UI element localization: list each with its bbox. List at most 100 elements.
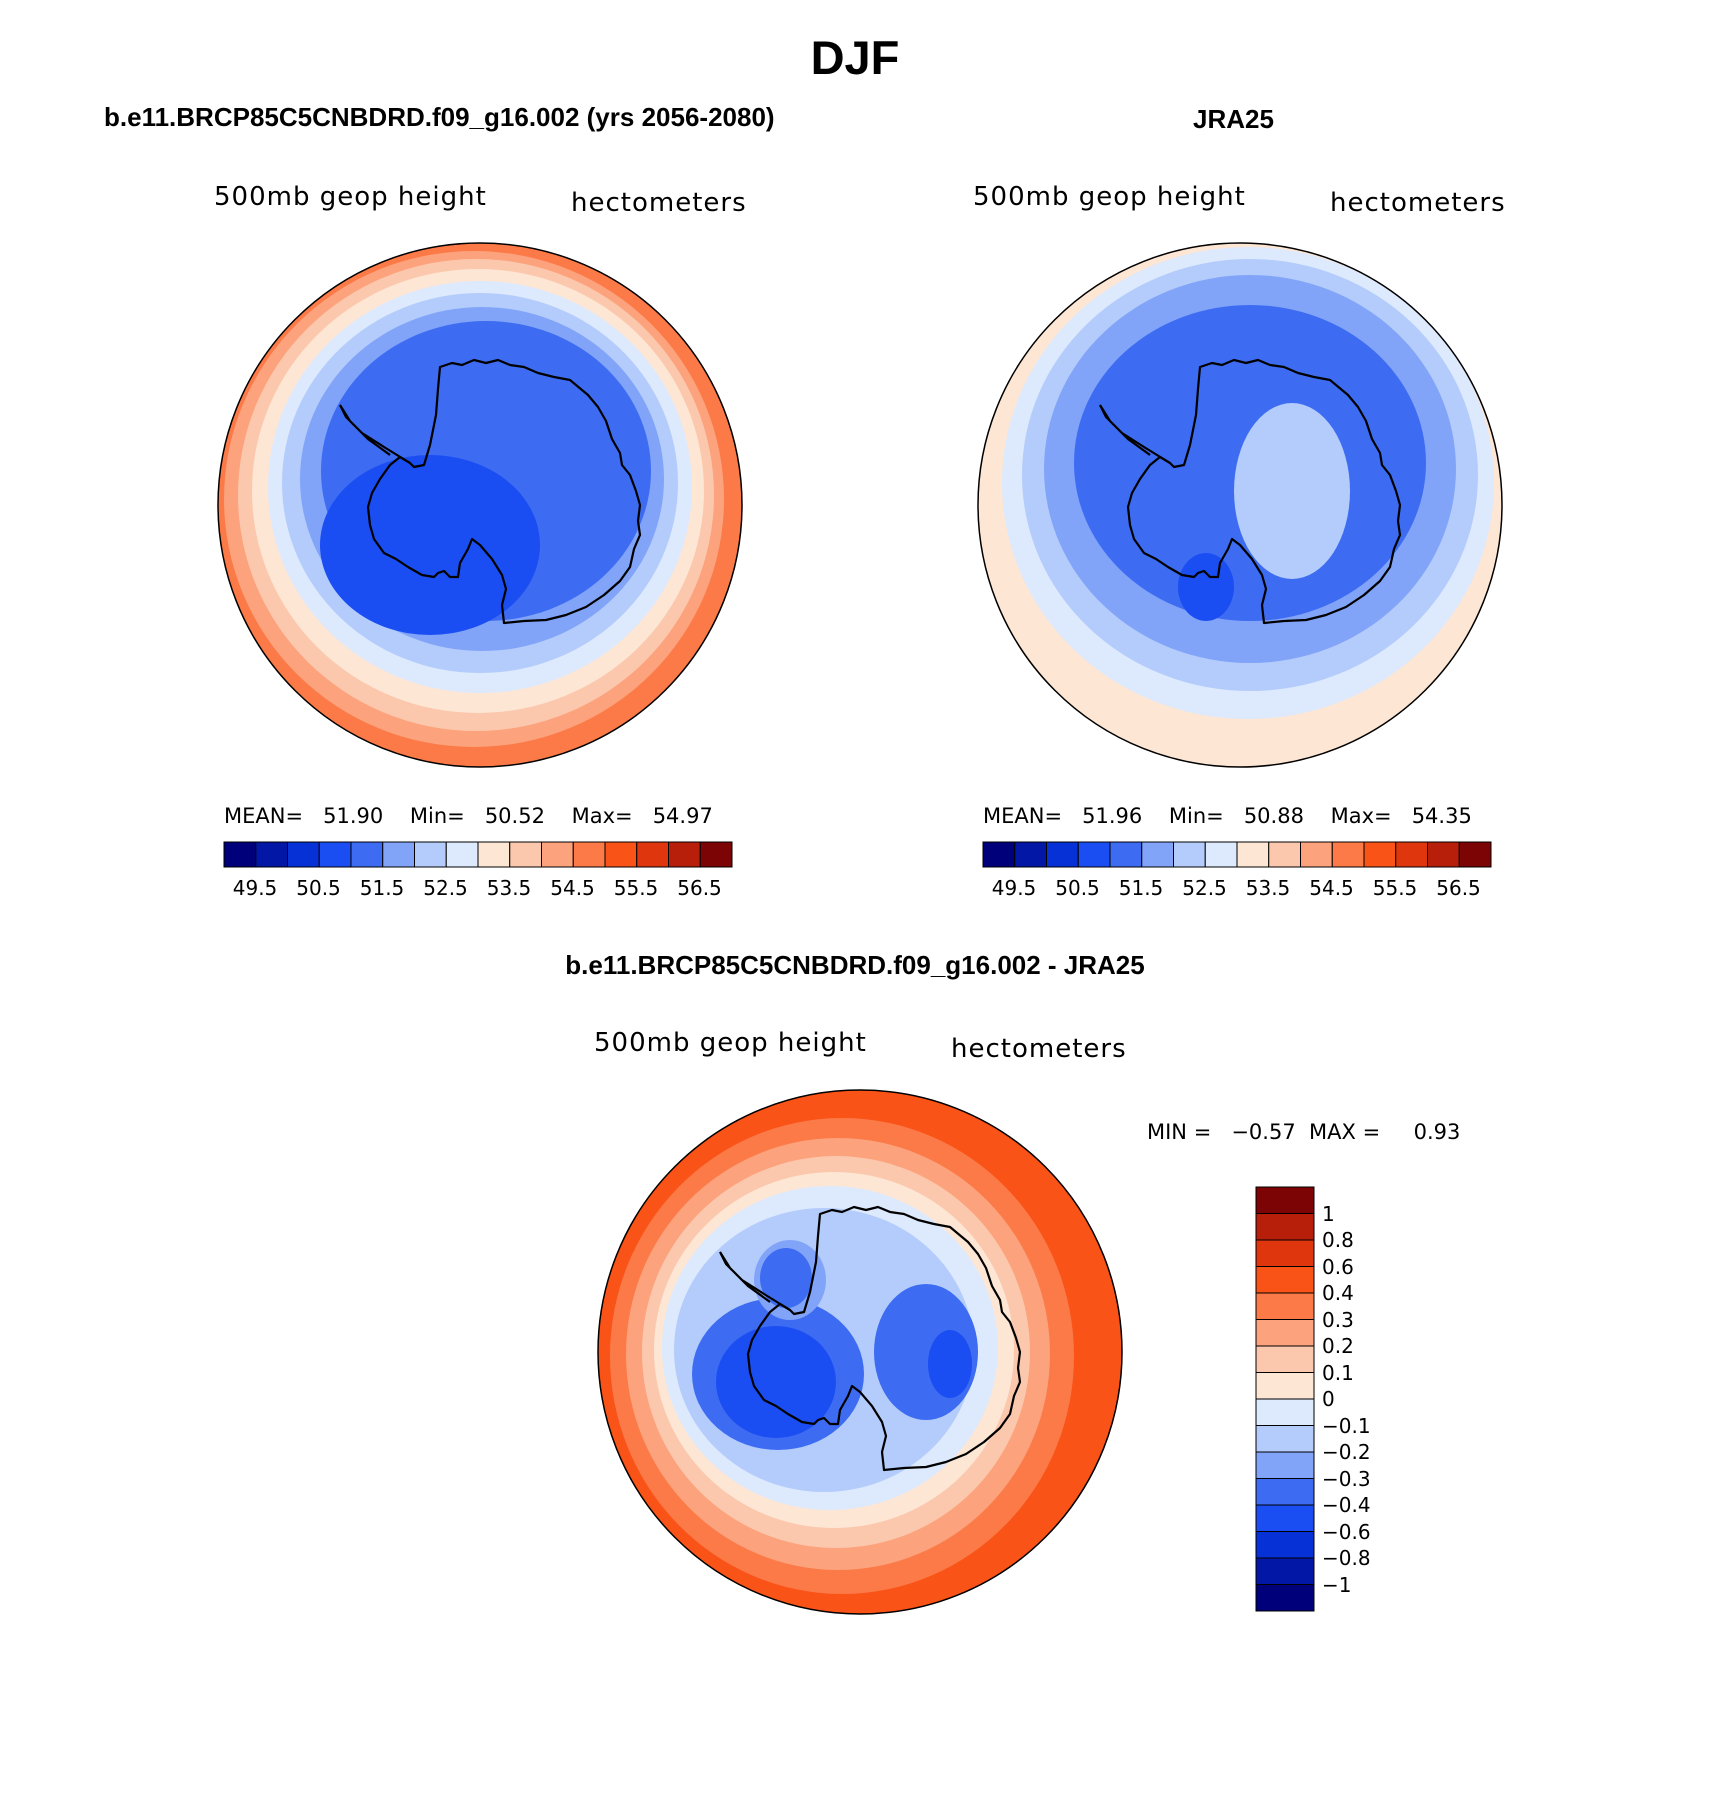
obs-colorbar-bin-0: [982, 841, 1016, 868]
obs-colorbar-tick: 55.5: [1372, 876, 1418, 900]
model-variable-label: 500mb geop height: [214, 182, 487, 212]
diff-colorbar-bin-11: [1255, 1478, 1315, 1506]
model-colorbar-bin-7: [445, 841, 479, 868]
obs-colorbar-tick: 51.5: [1118, 876, 1164, 900]
diff-colorbar-bin-5: [1255, 1319, 1315, 1347]
obs-min-label: Min=: [1168, 804, 1224, 828]
model-colorbar-bin-1: [255, 841, 288, 868]
diff-blob-1: [716, 1326, 836, 1438]
model-min-value: 50.52: [484, 804, 545, 828]
model-colorbar-tick: 53.5: [486, 876, 532, 900]
diff-colorbar-tick: −0.3: [1322, 1466, 1371, 1491]
diff-max-value: 0.93: [1413, 1120, 1461, 1144]
model-mean-value: 51.90: [323, 804, 384, 828]
model-colorbar-tick: 54.5: [550, 876, 595, 900]
diff-colorbar-tick: 0.2: [1322, 1334, 1354, 1358]
model-colorbar-bin-10: [541, 841, 574, 868]
model-map-border: [217, 242, 743, 768]
model-colorbar-bin-6: [414, 841, 447, 868]
obs-colorbar-bin-11: [1331, 841, 1365, 868]
model-stats: MEAN= 51.90 Min= 50.52 Max= 54.97: [224, 804, 713, 828]
diff-colorbar-bin-1: [1255, 1213, 1315, 1241]
obs-map-border: [977, 242, 1503, 768]
obs-colorbar-tick: 50.5: [1055, 876, 1100, 900]
obs-panel-title: JRA25: [1193, 104, 1274, 134]
obs-colorbar-bin-14: [1427, 841, 1460, 868]
obs-colorbar-bin-15: [1458, 841, 1492, 868]
model-coastline: [366, 358, 642, 625]
diff-colorbar-tick: −0.8: [1322, 1546, 1371, 1570]
obs-units-label: hectometers: [1330, 188, 1506, 218]
obs-max-label: Max=: [1330, 804, 1392, 828]
obs-colorbar-bin-7: [1204, 841, 1238, 868]
diff-colorbar-tick: −1: [1322, 1572, 1352, 1597]
obs-colorbar-tick: 53.5: [1245, 876, 1291, 900]
diff-colorbar-bin-0: [1255, 1186, 1315, 1214]
model-max-value: 54.97: [652, 804, 713, 828]
diff-panel-title: b.e11.BRCP85C5CNBDRD.f09_g16.002 - JRA25: [565, 950, 1145, 980]
diff-colorbar-tick: −0.4: [1322, 1493, 1371, 1517]
model-colorbar-tick: 50.5: [296, 876, 341, 900]
obs-colorbar-tick: 52.5: [1182, 876, 1227, 900]
model-colorbar-tick: 52.5: [423, 876, 468, 900]
obs-variable-label: 500mb geop height: [973, 182, 1246, 212]
model-peninsula: [339, 404, 411, 464]
model-colorbar-tick: 49.5: [232, 876, 278, 900]
diff-colorbar-bin-7: [1255, 1372, 1315, 1400]
diff-colorbar-bin-2: [1255, 1239, 1315, 1267]
model-map: [218, 243, 742, 767]
diff-variable-label: 500mb geop height: [594, 1028, 867, 1058]
diff-colorbar-bin-12: [1255, 1504, 1315, 1532]
obs-colorbar-bin-8: [1236, 841, 1270, 868]
model-colorbar-bin-15: [699, 841, 733, 868]
model-colorbar-tick: 55.5: [613, 876, 659, 900]
model-colorbar-bin-4: [350, 841, 384, 868]
diff-blob-3: [928, 1330, 972, 1398]
diff-colorbar-tick: 0.8: [1322, 1228, 1354, 1252]
obs-coastline: [1126, 358, 1402, 625]
model-colorbar-bin-5: [382, 841, 415, 868]
obs-max-value: 54.35: [1411, 804, 1472, 828]
diff-colorbar-bin-9: [1255, 1425, 1315, 1453]
diff-colorbar-bin-4: [1255, 1292, 1315, 1320]
diff-colorbar-tick: 0.3: [1322, 1307, 1354, 1332]
diff-colorbar-tick: −0.2: [1322, 1440, 1371, 1464]
diff-min-label: MIN =: [1147, 1120, 1212, 1144]
diff-colorbar-bin-6: [1255, 1345, 1315, 1373]
model-panel-title: b.e11.BRCP85C5CNBDRD.f09_g16.002 (yrs 20…: [104, 102, 775, 132]
obs-blob-0: [1234, 403, 1350, 579]
obs-colorbar-bin-10: [1300, 841, 1333, 868]
model-colorbar-bin-8: [477, 841, 511, 868]
diff-colorbar-tick: −0.6: [1322, 1519, 1371, 1544]
model-colorbar-tick: 56.5: [677, 876, 722, 900]
model-colorbar: [223, 841, 733, 868]
obs-colorbar: [982, 841, 1492, 868]
model-blob-0: [320, 455, 540, 635]
obs-colorbar-bin-5: [1141, 841, 1174, 868]
diff-colorbar-tick: 0.6: [1322, 1254, 1354, 1279]
diff-colorbar-tick: −0.1: [1322, 1413, 1371, 1438]
model-colorbar-tick: 51.5: [359, 876, 405, 900]
model-colorbar-bin-9: [509, 841, 542, 868]
diff-colorbar-bin-8: [1255, 1398, 1315, 1426]
diff-colorbar-tick: 1: [1322, 1201, 1335, 1226]
model-colorbar-bin-11: [572, 841, 606, 868]
obs-colorbar-bin-4: [1109, 841, 1143, 868]
model-max-label: Max=: [571, 804, 633, 828]
obs-blob-1: [1178, 553, 1234, 621]
diff-stats: MIN = −0.57 MAX = 0.93: [1147, 1120, 1460, 1144]
diff-colorbar: [1255, 1186, 1315, 1612]
diff-colorbar-tick: 0: [1322, 1387, 1335, 1411]
obs-stats: MEAN= 51.96 Min= 50.88 Max= 54.35: [983, 804, 1472, 828]
diff-colorbar-tick: 0.4: [1322, 1281, 1354, 1305]
obs-colorbar-tick: 56.5: [1436, 876, 1481, 900]
obs-colorbar-bin-12: [1363, 841, 1397, 868]
model-colorbar-bin-14: [668, 841, 701, 868]
model-colorbar-bin-0: [223, 841, 257, 868]
diff-map: [598, 1090, 1122, 1614]
obs-mean-value: 51.96: [1082, 804, 1143, 828]
obs-colorbar-bin-6: [1173, 841, 1206, 868]
obs-colorbar-bin-2: [1046, 841, 1079, 868]
diff-map-border: [597, 1089, 1123, 1615]
